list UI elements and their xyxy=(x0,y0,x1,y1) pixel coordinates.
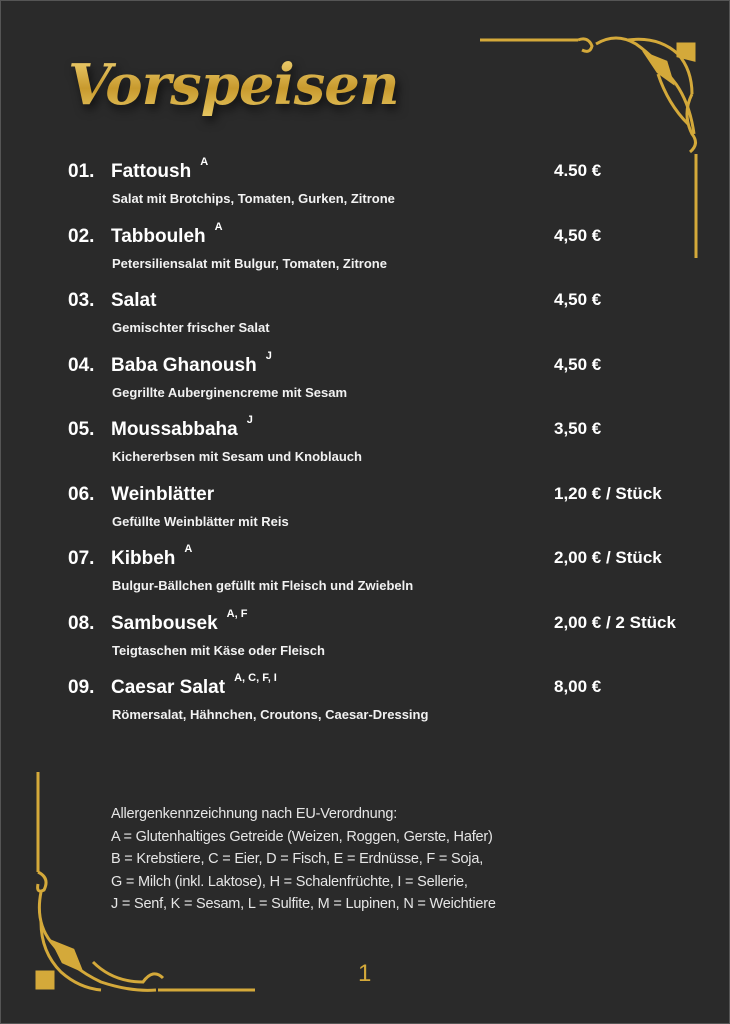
item-description: Gegrillte Auberginencreme mit Sesam xyxy=(112,384,348,400)
corner-ornament-bottom-left xyxy=(35,772,255,992)
corner-ornament-top-right xyxy=(480,36,698,258)
menu-item: 06. Weinblätter 1,20 € / Stück Gefüllte Wei… xyxy=(0,484,730,544)
item-name-text: Fattoush xyxy=(111,161,192,182)
item-price: 4.50 € xyxy=(554,161,602,180)
item-price: 1,20 € / Stück xyxy=(554,483,662,503)
page-number: 1 xyxy=(358,960,372,987)
menu-item: 09. Caesar Salat A, C, F, I 8,00 € Römersala… xyxy=(0,672,730,737)
item-allergens: A, F xyxy=(226,607,248,620)
item-description: Gemischter frischer Salat xyxy=(112,320,270,335)
allergen-legend-line: G = Milch (inkl. Laktose), H = Schalenfr… xyxy=(111,873,468,890)
item-number: 07. xyxy=(68,548,95,569)
item-description: Bulgur-Bällchen gefüllt mit Fleisch und … xyxy=(112,578,414,593)
item-price: 8,00 € xyxy=(554,677,602,696)
item-number: 02. xyxy=(68,225,95,247)
item-name-text: Kibbeh xyxy=(111,548,176,569)
item-name: Sambousek A, F xyxy=(111,608,247,635)
allergen-legend-line: B = Krebstiere, C = Eier, D = Fisch, E =… xyxy=(111,851,484,868)
item-allergens: A xyxy=(200,156,209,168)
allergen-legend-line: A = Glutenhaltiges Getreide (Weizen, Rog… xyxy=(111,828,493,845)
item-allergens: A, C, F, I xyxy=(234,672,277,684)
item-name: Tabbouleh A xyxy=(111,221,223,248)
item-number: 03. xyxy=(68,290,95,311)
item-description: Teigtaschen mit Käse oder Fleisch xyxy=(112,642,325,658)
menu-item: 01. Fattoush A 4.50 € Salat mit Brotchips, T… xyxy=(0,156,730,221)
item-name: Salat xyxy=(111,290,156,312)
item-name: Caesar Salat A, C, F, I xyxy=(111,672,277,699)
menu-item: 04. Baba Ghanoush J 4,50 € Gegrillte Aubergi… xyxy=(0,350,730,415)
item-price: 2,00 € / Stück xyxy=(554,548,662,567)
item-name: Fattoush A xyxy=(111,156,208,183)
allergen-legend-line: Allergenkennzeichnung nach EU-Verordnung… xyxy=(111,806,398,822)
item-price: 4,50 € xyxy=(554,354,602,374)
item-number: 01. xyxy=(68,161,95,182)
item-name: Weinblätter xyxy=(111,484,214,506)
menu-item: 07. Kibbeh A 2,00 € / Stück Bulgur-Bällchen … xyxy=(0,543,730,608)
item-number: 05. xyxy=(68,419,95,440)
item-allergens: J xyxy=(265,349,272,362)
item-price: 4,50 € xyxy=(554,290,602,309)
item-price: 4,50 € xyxy=(554,225,602,245)
item-name-text: Sambousek xyxy=(111,612,218,634)
item-description: Römersalat, Hähnchen, Croutons, Caesar-D… xyxy=(112,707,429,722)
item-allergens: A xyxy=(184,543,193,555)
item-name: Baba Ghanoush J xyxy=(111,350,272,377)
item-name-text: Weinblätter xyxy=(111,483,215,505)
item-number: 08. xyxy=(68,612,95,634)
item-allergens: A xyxy=(214,220,223,233)
item-name-text: Baba Ghanoush xyxy=(111,354,257,376)
menu-item: 08. Sambousek A, F 2,00 € / 2 Stück Teigtasc… xyxy=(0,608,730,673)
item-description: Petersiliensalat mit Bulgur, Tomaten, Zi… xyxy=(112,255,387,271)
item-description: Gefüllte Weinblätter mit Reis xyxy=(112,513,289,529)
item-description: Kichererbsen mit Sesam und Knoblauch xyxy=(112,449,362,464)
item-price: 3,50 € xyxy=(554,419,602,438)
item-number: 06. xyxy=(68,483,95,505)
item-number: 04. xyxy=(68,354,95,376)
allergen-legend-line: J = Senf, K = Sesam, L = Sulfite, M = Lu… xyxy=(111,896,496,913)
item-name-text: Tabbouleh xyxy=(111,225,206,247)
item-name-text: Caesar Salat xyxy=(111,677,226,698)
item-price: 2,00 € / 2 Stück xyxy=(554,612,676,632)
item-name-text: Salat xyxy=(111,290,157,311)
menu-item: 03. Salat 4,50 € Gemischter frischer Salat xyxy=(0,290,730,350)
menu-item: 05. Moussabbaha J 3,50 € Kichererbsen mit Se… xyxy=(0,414,730,479)
menu-item: 02. Tabbouleh A 4,50 € Petersiliensalat mit … xyxy=(0,221,730,286)
item-name: Moussabbaha J xyxy=(111,414,253,441)
item-name: Kibbeh A xyxy=(111,543,192,570)
item-number: 09. xyxy=(68,677,95,698)
item-name-text: Moussabbaha xyxy=(111,419,238,440)
allergen-legend: Allergenkennzeichnung nach EU-Verordnung… xyxy=(111,803,496,916)
item-description: Salat mit Brotchips, Tomaten, Gurken, Zi… xyxy=(112,191,395,206)
page-title: Vorspeisen xyxy=(68,52,400,118)
item-allergens: J xyxy=(246,414,253,426)
